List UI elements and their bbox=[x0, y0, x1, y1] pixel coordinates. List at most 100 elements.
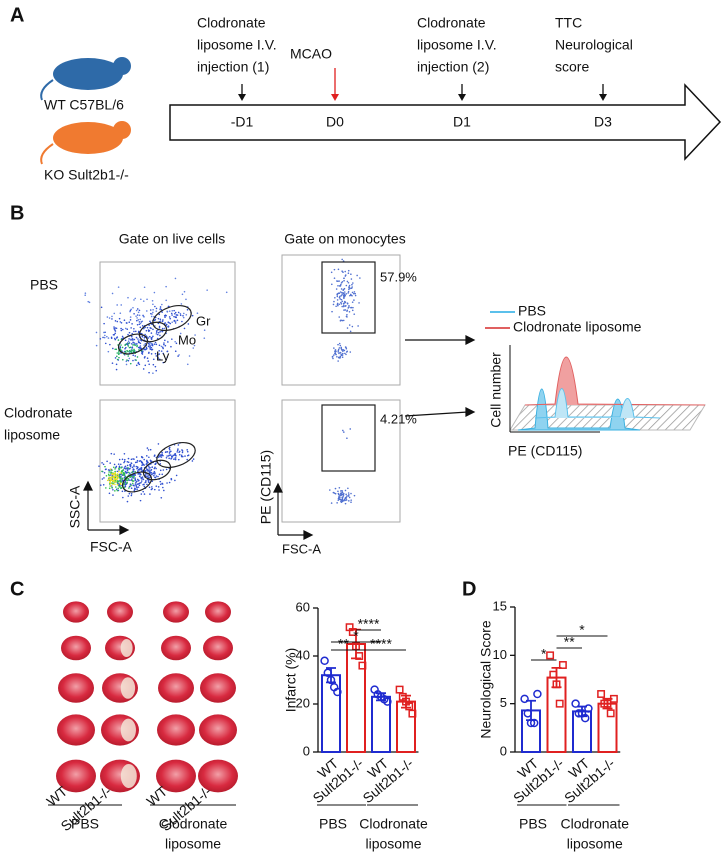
dot bbox=[333, 300, 335, 303]
dot bbox=[170, 477, 173, 480]
dot bbox=[350, 492, 352, 495]
dot bbox=[347, 272, 350, 274]
dot bbox=[331, 283, 333, 286]
dot bbox=[161, 327, 164, 330]
dot bbox=[334, 349, 337, 351]
dot bbox=[346, 327, 349, 329]
dot bbox=[343, 349, 346, 352]
dot bbox=[145, 468, 148, 470]
dot bbox=[127, 345, 130, 347]
dot bbox=[103, 331, 105, 334]
dot bbox=[138, 475, 141, 478]
dot bbox=[342, 302, 345, 305]
dot bbox=[130, 308, 133, 311]
dot bbox=[162, 352, 165, 355]
dot bbox=[342, 271, 344, 274]
dot bbox=[123, 467, 126, 469]
dot bbox=[335, 353, 337, 356]
dot bbox=[348, 288, 350, 291]
dot bbox=[347, 281, 350, 284]
dot bbox=[139, 322, 142, 325]
dot bbox=[144, 481, 147, 483]
dot bbox=[154, 472, 156, 474]
dot bbox=[124, 466, 126, 468]
gate-label: Mo bbox=[178, 332, 196, 347]
dot bbox=[112, 494, 114, 496]
dot bbox=[166, 350, 169, 353]
dot bbox=[118, 353, 120, 355]
dot bbox=[169, 451, 171, 453]
dot bbox=[347, 269, 350, 272]
dot bbox=[131, 323, 133, 325]
dot bbox=[348, 311, 351, 313]
dot bbox=[122, 472, 125, 475]
dot bbox=[112, 479, 114, 482]
dot bbox=[350, 273, 352, 275]
dot bbox=[345, 293, 348, 295]
dot bbox=[143, 356, 146, 359]
dot bbox=[115, 488, 118, 491]
dot bbox=[149, 345, 151, 348]
dot bbox=[127, 340, 130, 342]
dot bbox=[114, 470, 116, 473]
event-arrowhead bbox=[331, 94, 339, 101]
dot bbox=[154, 365, 157, 368]
dot bbox=[174, 458, 177, 461]
dot bbox=[347, 495, 350, 497]
dot bbox=[132, 458, 134, 460]
significance-label: ** bbox=[338, 636, 349, 652]
dot bbox=[339, 355, 342, 358]
dot bbox=[109, 482, 112, 484]
y-axis-label: Neurological Score bbox=[478, 620, 494, 738]
dot bbox=[135, 364, 138, 367]
dot bbox=[347, 487, 349, 490]
dot bbox=[348, 494, 350, 496]
dot bbox=[138, 321, 141, 323]
dot bbox=[338, 292, 341, 295]
dot bbox=[118, 317, 121, 320]
dot bbox=[119, 312, 122, 315]
dot bbox=[138, 363, 141, 366]
dot bbox=[160, 496, 163, 499]
dot bbox=[132, 306, 134, 309]
dot bbox=[148, 470, 151, 473]
y-tick-label: 0 bbox=[500, 743, 507, 758]
dot bbox=[342, 429, 344, 432]
dot bbox=[348, 285, 350, 288]
dot bbox=[342, 305, 345, 308]
dot bbox=[149, 347, 151, 349]
dot bbox=[155, 307, 158, 310]
dot bbox=[136, 467, 138, 470]
y-tick-label: 15 bbox=[493, 598, 507, 613]
dot bbox=[159, 334, 161, 337]
dot bbox=[130, 458, 133, 461]
dot bbox=[108, 474, 110, 477]
dot bbox=[152, 363, 155, 366]
dot bbox=[175, 455, 177, 457]
dot bbox=[127, 495, 130, 497]
dot bbox=[174, 277, 177, 280]
brain-slice bbox=[58, 673, 94, 703]
dot bbox=[341, 349, 343, 351]
dot bbox=[147, 342, 150, 345]
dot bbox=[134, 483, 137, 485]
dot bbox=[132, 471, 135, 473]
dot bbox=[131, 335, 133, 338]
dot bbox=[112, 347, 114, 350]
dot bbox=[130, 493, 133, 495]
dot bbox=[336, 303, 339, 306]
dot bbox=[345, 493, 347, 496]
dot bbox=[123, 483, 125, 486]
dot bbox=[340, 353, 343, 356]
dot bbox=[134, 343, 137, 346]
legend-label: PBS bbox=[518, 303, 546, 319]
dot bbox=[128, 338, 130, 340]
dot bbox=[137, 480, 140, 482]
dot bbox=[105, 475, 108, 477]
dot bbox=[145, 329, 148, 332]
dot bbox=[133, 299, 135, 301]
dot bbox=[121, 335, 124, 338]
dot bbox=[130, 462, 133, 464]
dot bbox=[118, 485, 121, 488]
